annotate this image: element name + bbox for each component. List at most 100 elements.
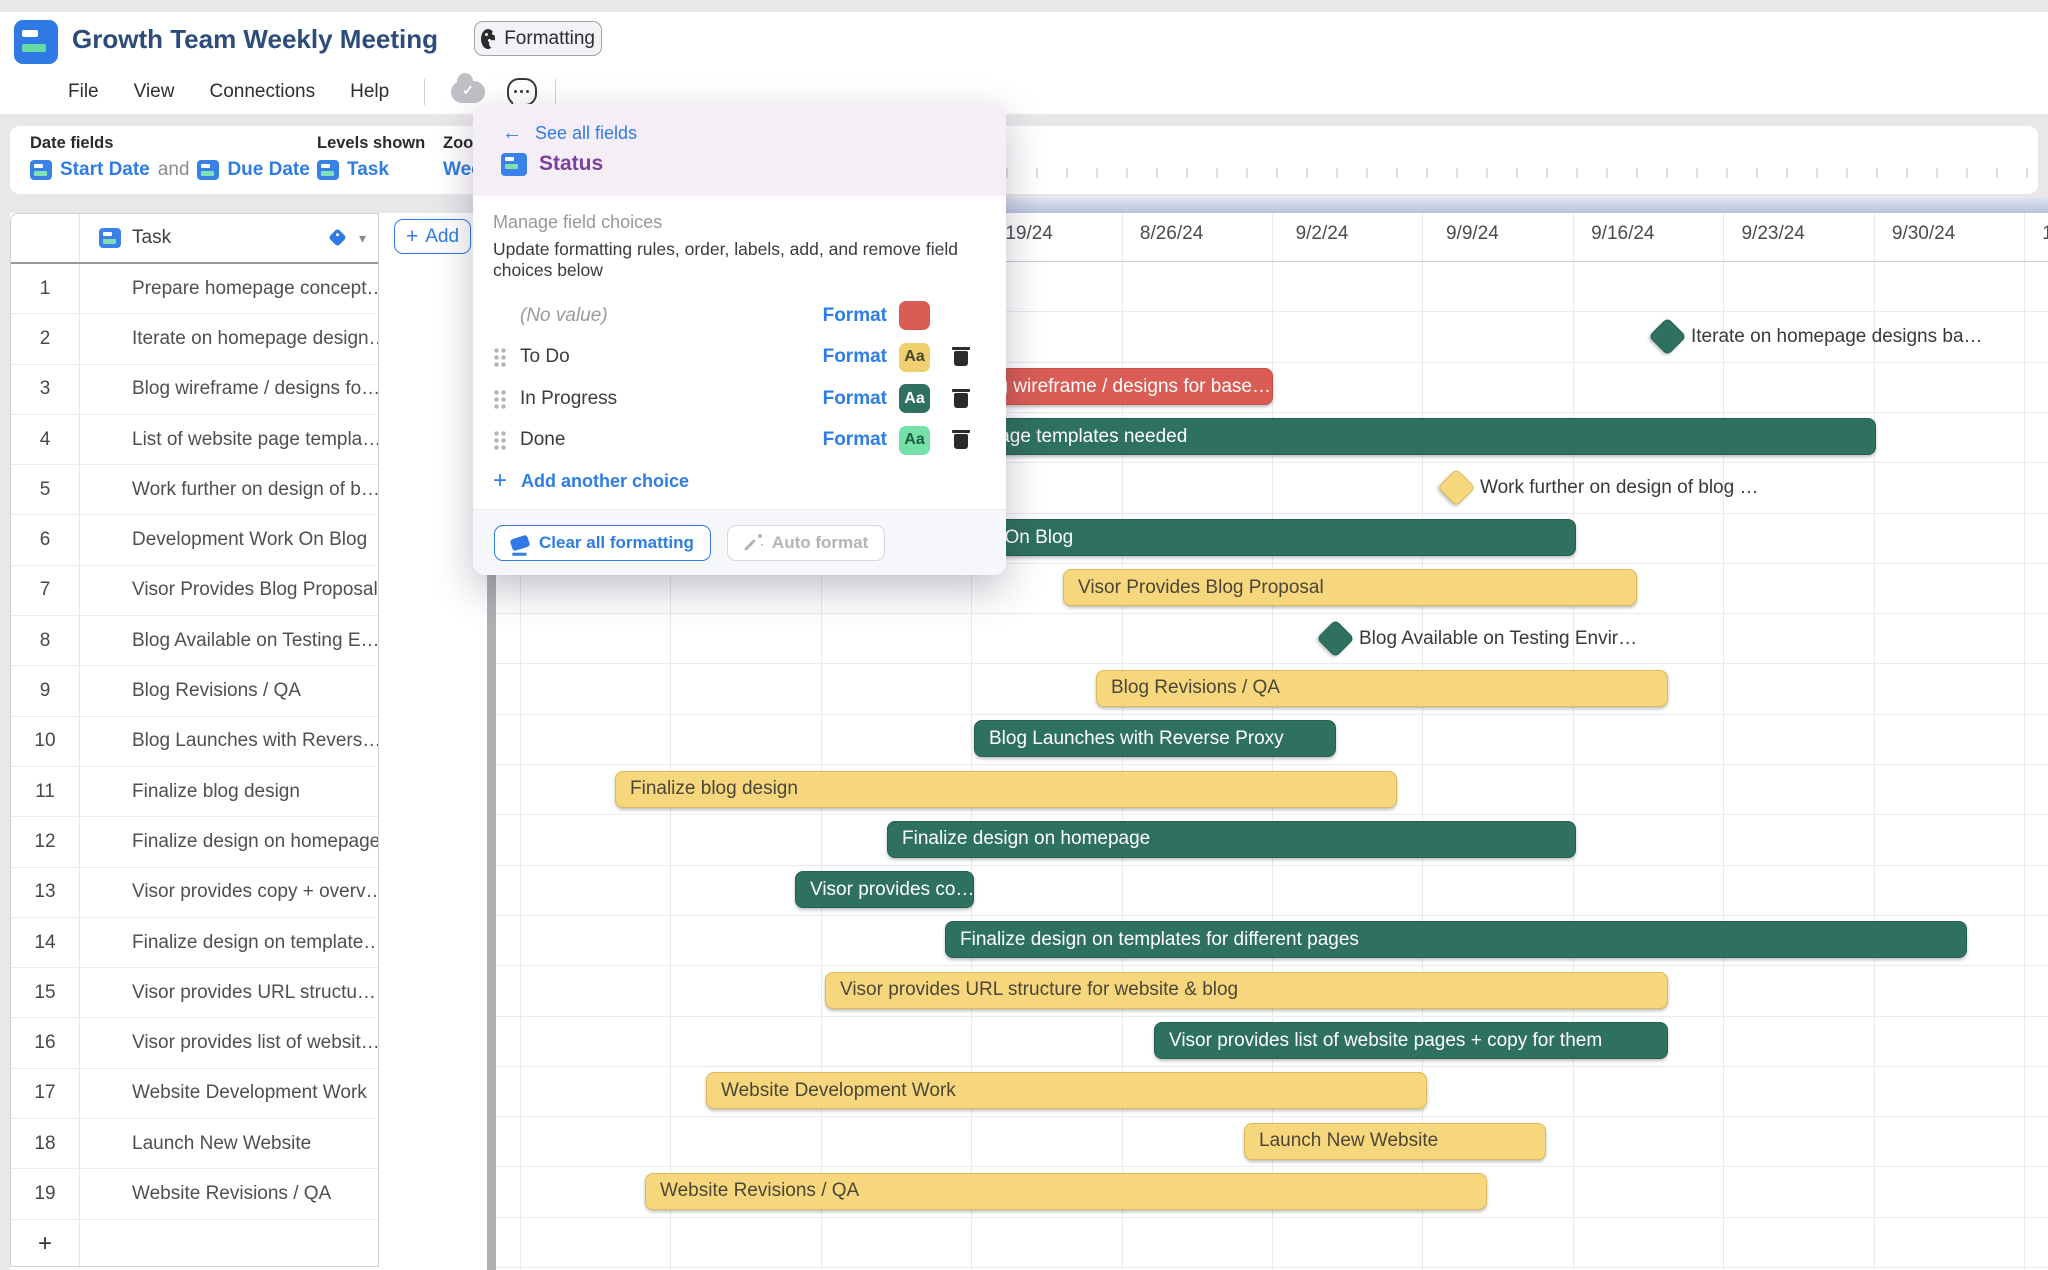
format-color-swatch[interactable] [899,301,930,331]
auto-format-button[interactable]: Auto format [726,524,886,561]
row-number: 5 [11,465,80,515]
due-date-link[interactable]: Due Date [227,159,310,180]
chat-icon[interactable] [507,78,538,106]
gantt-bar[interactable]: Launch New Website [1244,1122,1546,1160]
task-cell[interactable]: Website Revisions / QA [132,1182,332,1204]
trash-icon[interactable] [952,388,970,409]
drag-handle-icon[interactable] [493,430,507,451]
table-row: 5 Work further on design of b… [11,465,378,516]
gantt-bar[interactable]: Visor provides list of website pages + c… [1154,1022,1668,1059]
choice-label[interactable]: In Progress [520,387,618,409]
panel-splitter[interactable] [487,213,496,1270]
cloud-sync-icon[interactable]: ✓ [451,73,486,103]
start-date-link[interactable]: Start Date [60,159,150,180]
choice-label[interactable]: To Do [520,346,570,368]
gantt-bar[interactable]: Visor provides URL structure for website… [825,971,1668,1009]
popup-body: Manage field choices Update formatting r… [473,196,1006,493]
trash-icon[interactable] [952,430,970,450]
format-preview-chip[interactable]: Aa [899,425,930,455]
gantt-bar[interactable]: Blog Launches with Reverse Proxy [974,720,1336,758]
format-link[interactable]: Format [822,304,887,326]
task-cell[interactable]: Blog wireframe / designs fo… [132,378,378,400]
tag-icon[interactable] [328,228,348,248]
gridline-horizontal [496,613,2048,615]
gridline-horizontal [496,965,2048,967]
task-cell[interactable]: Iterate on homepage design… [132,327,378,349]
gridline-vertical [1873,213,1875,1270]
format-preview-chip[interactable]: Aa [899,384,930,414]
task-cell[interactable]: Visor Provides Blog Proposal [132,579,378,601]
gantt-milestone[interactable] [1647,317,1687,356]
task-cell[interactable]: Prepare homepage concept… [132,277,378,299]
timeline-date-label: 9/16/24 [1591,223,1655,244]
task-cell[interactable]: Finalize blog design [132,780,300,802]
task-cell[interactable]: List of website page templa… [132,428,378,450]
gantt-bar[interactable]: Visor provides co… [795,871,974,909]
add-row-plus-icon[interactable]: + [11,1219,80,1269]
gridline-horizontal [496,1267,2048,1268]
task-cell[interactable]: Blog Revisions / QA [132,680,301,702]
clear-formatting-button[interactable]: Clear all formatting [494,524,711,561]
choice-label[interactable]: (No value) [520,304,608,326]
field-icon [197,160,220,180]
task-cell[interactable]: Launch New Website [132,1132,312,1154]
manage-choices-subtitle: Update formatting rules, order, labels, … [493,239,958,280]
gantt-milestone[interactable] [1436,468,1476,507]
gantt-bar[interactable]: Visor Provides Blog Proposal [1063,569,1637,607]
task-cell[interactable]: Blog Available on Testing E… [132,629,378,651]
add-field-button[interactable]: + Add [394,219,471,254]
gantt-milestone[interactable] [1315,619,1355,658]
gridline-horizontal [496,1216,2048,1218]
formatting-button[interactable]: Formatting [474,21,602,56]
field-name-row[interactable]: Status [501,152,603,176]
gridline-horizontal [496,361,2048,363]
task-cell[interactable]: Blog Launches with Revers… [132,730,378,752]
menu-connections[interactable]: Connections [209,81,316,102]
gantt-bar[interactable]: Website Revisions / QA [645,1172,1487,1210]
menu-file[interactable]: File [68,81,99,102]
gantt-bar[interactable]: Finalize blog design [615,770,1397,808]
task-cell[interactable]: Finalize design on template… [132,931,378,953]
task-column-header[interactable]: Task [132,227,172,248]
format-link[interactable]: Format [822,346,887,368]
timeline-date-label: 9/23/24 [1741,223,1805,244]
gantt-bar[interactable]: Blog wireframe / designs for base… [955,368,1273,406]
gridline-horizontal [496,814,2048,816]
task-cell[interactable]: Visor provides URL structu… [132,981,376,1003]
row-number: 16 [11,1018,80,1068]
task-cell[interactable]: Finalize design on homepage [132,830,378,852]
gantt-bar[interactable]: Blog Revisions / QA [1096,669,1668,707]
task-cell[interactable]: Development Work On Blog [132,529,368,551]
task-cell[interactable]: Work further on design of b… [132,478,378,500]
gantt-bar[interactable]: Website Development Work [706,1072,1427,1110]
format-preview-chip[interactable]: Aa [899,342,930,372]
table-row: 6 Development Work On Blog [11,515,378,566]
trash-icon[interactable] [952,347,970,367]
gridline-horizontal [496,411,2048,413]
drag-handle-icon[interactable] [493,347,507,368]
add-choice-link[interactable]: + Add another choice [493,469,970,493]
chevron-down-icon[interactable]: ▾ [358,229,366,246]
table-row: 15 Visor provides URL structu… [11,968,378,1019]
row-number: 6 [11,515,80,565]
menu-help[interactable]: Help [350,81,390,102]
gridline-horizontal [496,261,2048,262]
choice-label[interactable]: Done [520,429,566,451]
add-row[interactable]: + [11,1219,378,1269]
menu-view[interactable]: View [133,81,175,102]
levels-shown-label: Levels shown [317,134,426,152]
task-cell[interactable]: Website Development Work [132,1082,367,1104]
format-link[interactable]: Format [822,387,887,409]
gantt-bar[interactable]: Finalize design on templates for differe… [945,921,1967,959]
format-link[interactable]: Format [822,429,887,451]
drag-handle-icon[interactable] [493,388,507,409]
table-row: 10 Blog Launches with Revers… [11,716,378,767]
date-fields-label: Date fields [30,134,114,152]
task-cell[interactable]: Visor provides list of websit… [132,1032,378,1054]
task-cell[interactable]: Visor provides copy + overv… [132,881,378,903]
gridline-horizontal [496,512,2048,514]
levels-value-link[interactable]: Task [347,159,389,180]
menu-divider [424,79,426,105]
see-all-fields-link[interactable]: ← See all fields [502,122,637,145]
gantt-bar[interactable]: Finalize design on homepage [887,820,1576,858]
